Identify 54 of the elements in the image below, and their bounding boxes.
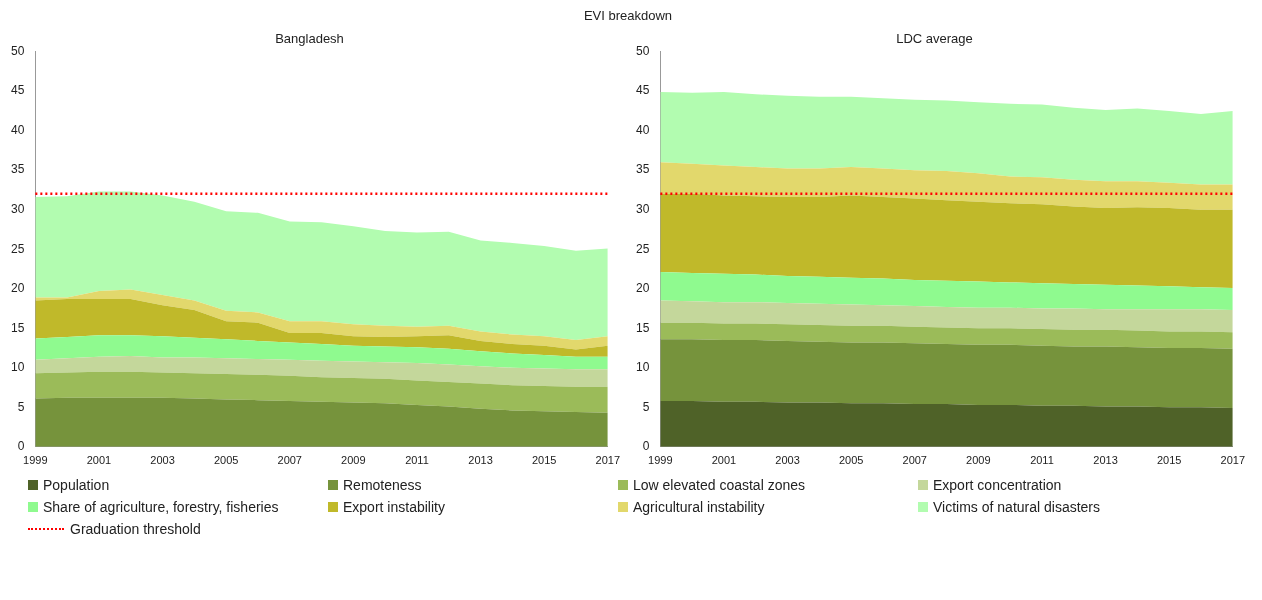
x-tick-label: 2007 [277,454,302,467]
y-tick-label: 15 [10,320,25,335]
x-tick-label: 2011 [1030,454,1054,467]
text: EVI breakdown [582,8,674,25]
x-tick-label: 2005 [213,454,239,467]
x-tick-label: 2007 [902,454,927,467]
y-tick-label: 45 [635,83,650,98]
y-tick-label: 40 [635,122,650,137]
y-tick-label: 10 [10,360,25,375]
y-tick-label: 45 [10,83,25,98]
x-tick-label: 2015 [1156,454,1182,467]
y-tick-label: 15 [635,320,650,335]
x-tick-label: 2009 [966,454,991,467]
y-tick-label: 5 [642,399,650,414]
y-tick-label: 0 [17,439,25,454]
y-tick-label: 35 [635,162,650,177]
x-tick-label: 2001 [711,454,737,467]
x-tick-label: 2005 [838,454,864,467]
x-tick-label: 1999 [23,454,48,467]
y-tick-label: 50 [635,43,650,58]
legend-label: Remoteness [343,477,422,493]
legend-label: Victims of natural disasters [933,499,1101,515]
y-tick-label: 0 [642,439,650,454]
y-tick-label: 10 [635,360,650,375]
y-tick-label: 25 [635,241,650,256]
y-tick-label: 25 [10,241,25,256]
x-tick-label: 2003 [150,454,175,467]
x-tick-label: 2009 [341,454,366,467]
chart-title: LDC average [896,31,973,47]
legend-label: Low elevated coastal zones [633,477,805,493]
y-tick-label: 35 [10,162,25,177]
y-tick-label: 20 [10,281,25,296]
y-tick-label: 5 [17,399,25,414]
x-tick-label: 2003 [775,454,800,467]
x-tick-label: 1999 [648,454,673,467]
x-tick-label: 2001 [86,454,112,467]
legend-label: Export concentration [933,477,1062,493]
legend-label: Population [43,477,110,493]
y-tick-label: 20 [635,281,650,296]
chart-title: Bangladesh [275,31,344,47]
x-tick-label: 2011 [405,454,429,467]
x-tick-label: 2015 [531,454,557,467]
x-tick-label: 2013 [1093,454,1118,467]
x-tick-label: 2017 [595,454,621,467]
y-tick-label: 50 [10,43,25,58]
y-tick-label: 30 [10,201,25,216]
legend-label: Graduation threshold [70,521,201,537]
legend-label: Export instability [343,499,445,515]
y-tick-label: 40 [10,122,25,137]
x-tick-label: 2013 [468,454,493,467]
x-tick-label: 2017 [1220,454,1246,467]
y-tick-label: 30 [635,201,650,216]
legend-label: Share of agriculture, forestry, fisheries [43,499,279,515]
legend-label: Agricultural instability [633,499,765,515]
